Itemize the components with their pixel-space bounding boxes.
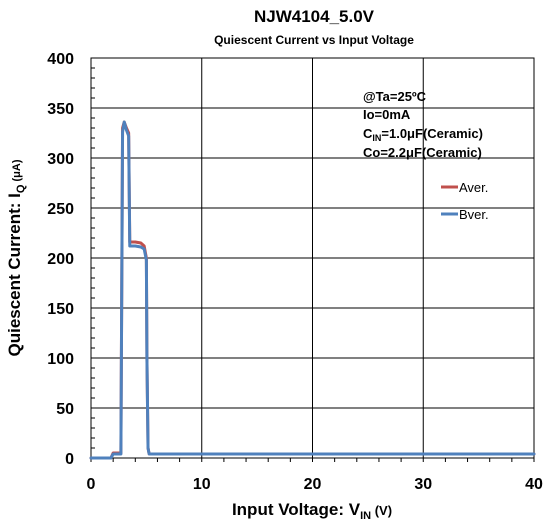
series-group: [89, 120, 536, 460]
x-tick-label: 0: [87, 476, 96, 493]
chart-title: NJW4104_5.0V: [254, 7, 375, 26]
x-tick-label: 30: [414, 476, 432, 493]
plot-frame: [90, 57, 535, 459]
y-axis-label-sub: Q: [15, 184, 27, 193]
y-tick-label: 50: [56, 401, 74, 418]
annotation-cin-rest: =1.0μF(Ceramic): [381, 126, 483, 141]
annotation-output-capacitor: Co=2.2μF(Ceramic): [363, 145, 482, 160]
y-tick-label: 150: [47, 301, 74, 318]
y-axis-label-main: Quiescent Current: I: [5, 193, 24, 356]
legend-label-aver: Aver.: [459, 180, 488, 195]
annotation-input-capacitor: CIN=1.0μF(Ceramic): [363, 126, 483, 143]
x-axis-label-sub: IN: [360, 510, 371, 522]
y-tick-label: 400: [47, 51, 74, 68]
y-tick-label: 250: [47, 201, 74, 218]
conditions-annotation: @Ta=25ºC Io=0mA CIN=1.0μF(Ceramic) Co=2.…: [363, 89, 483, 160]
y-tick-label: 300: [47, 151, 74, 168]
y-axis-label: Quiescent Current: IQ (μA): [5, 159, 27, 356]
annotation-temperature: @Ta=25ºC: [363, 89, 427, 104]
series-line-bver: [89, 120, 536, 460]
x-axis-label: Input Voltage: VIN (V): [232, 500, 392, 522]
annotation-cin-main: C: [363, 126, 373, 141]
legend-label-bver: Bver.: [459, 207, 489, 222]
y-tick-label: 0: [65, 451, 74, 468]
y-tick-label: 100: [47, 351, 74, 368]
x-tick-label: 20: [304, 476, 322, 493]
chart-subtitle: Quiescent Current vs Input Voltage: [214, 33, 414, 47]
y-tick-label: 350: [47, 101, 74, 118]
x-axis-label-unit: (V): [371, 503, 392, 518]
annotation-output-current: Io=0mA: [363, 107, 411, 122]
x-tick-label: 10: [193, 476, 211, 493]
y-tick-label: 200: [47, 251, 74, 268]
annotation-cin-sub: IN: [372, 133, 381, 143]
x-axis-label-main: Input Voltage: V: [232, 500, 361, 519]
x-tick-label: 40: [525, 476, 543, 493]
y-axis-label-unit: (μA): [11, 159, 23, 184]
legend: Aver. Bver.: [441, 180, 489, 222]
